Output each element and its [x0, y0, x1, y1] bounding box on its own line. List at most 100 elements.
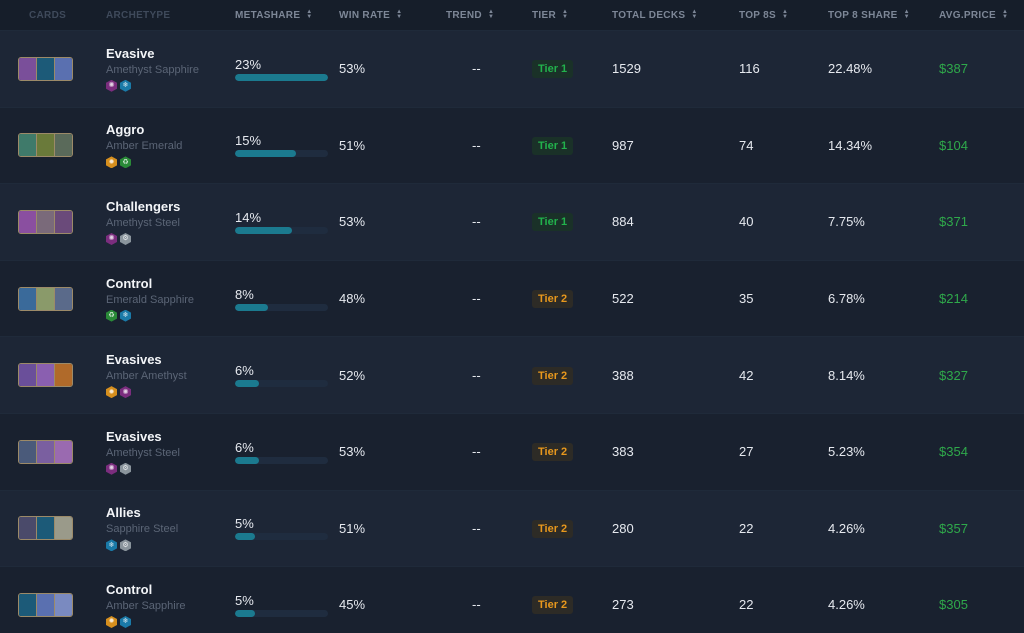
avg-price-value: $104 — [939, 137, 968, 153]
sort-icon[interactable]: ▲ ▼ — [691, 9, 698, 20]
table-row[interactable]: Control Emerald Sapphire ♻ ❄ 8% 48% -- Ti… — [0, 260, 1024, 338]
metashare-value: 5% — [235, 516, 254, 532]
trend-value: -- — [472, 61, 481, 77]
archetype-cell: Control Emerald Sapphire ♻ ❄ — [106, 276, 235, 322]
table-row[interactable]: Evasives Amethyst Steel ✺ ⚙ 6% 53% -- Tie… — [0, 413, 1024, 491]
steel-ink-icon: ⚙ — [120, 462, 131, 475]
col-header-avg-price[interactable]: AVG.PRICE ▲ ▼ — [939, 9, 1009, 21]
card-image — [19, 593, 37, 616]
emerald-ink-icon: ♻ — [106, 309, 117, 322]
card-image — [19, 364, 37, 387]
table-body: Evasive Amethyst Sapphire ✺ ❄ 23% 53% -- … — [0, 31, 1024, 633]
col-header-win-rate[interactable]: WIN RATE ▲ ▼ — [339, 9, 403, 21]
archetype-cell: Aggro Amber Emerald ✹ ♻ — [106, 122, 235, 169]
col-header-total-decks[interactable]: TOTAL DECKS ▲ ▼ — [612, 9, 698, 21]
deck-cards-thumbnail[interactable] — [18, 133, 73, 158]
tier-cell: Tier 1 — [532, 136, 612, 155]
sort-icon[interactable]: ▲ ▼ — [396, 9, 403, 20]
metashare-bar — [235, 226, 328, 234]
metashare-cell: 6% — [235, 363, 339, 388]
deck-cards-thumbnail[interactable] — [18, 286, 73, 311]
table-row[interactable]: Aggro Amber Emerald ✹ ♻ 15% 51% -- Tier 1… — [0, 107, 1024, 185]
steel-ink-icon: ⚙ — [120, 232, 131, 245]
metashare-bar — [235, 150, 328, 158]
card-image — [37, 134, 55, 157]
metashare-value: 5% — [235, 592, 254, 608]
card-image — [19, 57, 37, 80]
top8-share-value: 4.26% — [828, 597, 865, 613]
win-rate-value: 51% — [339, 520, 366, 536]
deck-cards-thumbnail[interactable] — [18, 439, 73, 464]
top8-share-value: 6.78% — [828, 291, 865, 307]
archetype-inks: Sapphire Steel — [106, 523, 179, 536]
sort-icon[interactable]: ▲ ▼ — [782, 9, 789, 20]
deck-cards-thumbnail[interactable] — [18, 363, 73, 388]
top8s-value: 42 — [739, 367, 754, 383]
tier-cell: Tier 2 — [532, 442, 612, 462]
metashare-cell: 8% — [235, 287, 339, 311]
metashare-value: 6% — [235, 439, 254, 455]
archetype-name[interactable]: Control — [106, 581, 153, 597]
sort-icon[interactable]: ▲ ▼ — [903, 9, 910, 20]
top8-share-value: 22.48% — [828, 61, 873, 77]
sort-icon[interactable]: ▲ ▼ — [306, 9, 313, 20]
archetype-cell: Evasives Amethyst Steel ✺ ⚙ — [106, 429, 235, 475]
win-rate-value: 51% — [339, 137, 366, 153]
metashare-bar — [235, 609, 328, 617]
metashare-bar — [235, 303, 328, 311]
metashare-bar-fill — [235, 533, 256, 541]
archetype-name[interactable]: Evasive — [106, 45, 155, 61]
avg-price-value: $327 — [939, 367, 968, 383]
archetype-name[interactable]: Control — [106, 275, 153, 291]
metashare-cell: 23% — [235, 57, 339, 81]
amber-ink-icon: ✹ — [106, 615, 117, 628]
metashare-bar — [235, 73, 328, 81]
sort-icon[interactable]: ▲ ▼ — [1001, 9, 1009, 20]
amber-ink-icon: ✹ — [106, 386, 117, 399]
deck-cards-thumbnail[interactable] — [18, 56, 73, 81]
tier-badge: Tier 2 — [532, 366, 574, 385]
table-row[interactable]: Control Amber Sapphire ✹ ❄ 5% 45% -- Tier… — [0, 567, 1024, 633]
ink-icons: ❄ ⚙ — [106, 539, 235, 552]
card-image — [19, 517, 37, 540]
avg-price-value: $354 — [939, 444, 968, 460]
archetype-name[interactable]: Evasives — [106, 428, 162, 444]
card-image — [19, 210, 37, 233]
table-row[interactable]: Allies Sapphire Steel ❄ ⚙ 5% 51% -- Tier … — [0, 490, 1024, 568]
col-header-metashare[interactable]: METASHARE ▲ ▼ — [235, 9, 313, 21]
sapphire-ink-icon: ❄ — [120, 79, 131, 92]
ink-icons: ✹ ✺ — [106, 386, 235, 399]
total-decks-value: 388 — [612, 367, 634, 383]
col-header-top8s[interactable]: TOP 8S ▲ ▼ — [739, 9, 789, 21]
deck-cards-thumbnail[interactable] — [18, 592, 73, 617]
top8-share-value: 8.14% — [828, 367, 865, 383]
sort-icon[interactable]: ▲ ▼ — [561, 9, 569, 20]
trend-value: -- — [472, 291, 481, 307]
table-row[interactable]: Challengers Amethyst Steel ✺ ⚙ 14% 53% --… — [0, 184, 1024, 261]
archetype-name[interactable]: Aggro — [106, 122, 145, 138]
card-image — [19, 440, 37, 463]
col-header-top8-share[interactable]: TOP 8 SHARE ▲ ▼ — [828, 9, 910, 21]
deck-cards-thumbnail[interactable] — [18, 516, 73, 541]
table-row[interactable]: Evasive Amethyst Sapphire ✺ ❄ 23% 53% -- … — [0, 31, 1024, 108]
trend-value: -- — [472, 137, 481, 153]
sort-icon[interactable]: ▲ ▼ — [487, 9, 495, 20]
table-row[interactable]: Evasives Amber Amethyst ✹ ✺ 6% 52% -- Tie… — [0, 337, 1024, 414]
col-header-trend[interactable]: TREND ▲ ▼ — [446, 9, 495, 21]
card-image — [19, 287, 37, 310]
archetype-name[interactable]: Challengers — [106, 198, 181, 214]
tier-badge: Tier 2 — [532, 290, 574, 309]
metashare-value: 6% — [235, 363, 254, 379]
archetype-name[interactable]: Allies — [106, 505, 141, 521]
win-rate-value: 52% — [339, 367, 366, 383]
total-decks-value: 522 — [612, 291, 634, 307]
col-header-tier[interactable]: TIER ▲ ▼ — [532, 9, 569, 21]
archetype-name[interactable]: Evasives — [106, 352, 162, 368]
card-image — [37, 440, 55, 463]
deck-cards-thumbnail[interactable] — [18, 209, 73, 234]
total-decks-value: 884 — [612, 214, 634, 230]
archetype-cell: Challengers Amethyst Steel ✺ ⚙ — [106, 199, 235, 245]
card-image — [37, 57, 55, 80]
archetype-cell: Control Amber Sapphire ✹ ❄ — [106, 582, 235, 628]
